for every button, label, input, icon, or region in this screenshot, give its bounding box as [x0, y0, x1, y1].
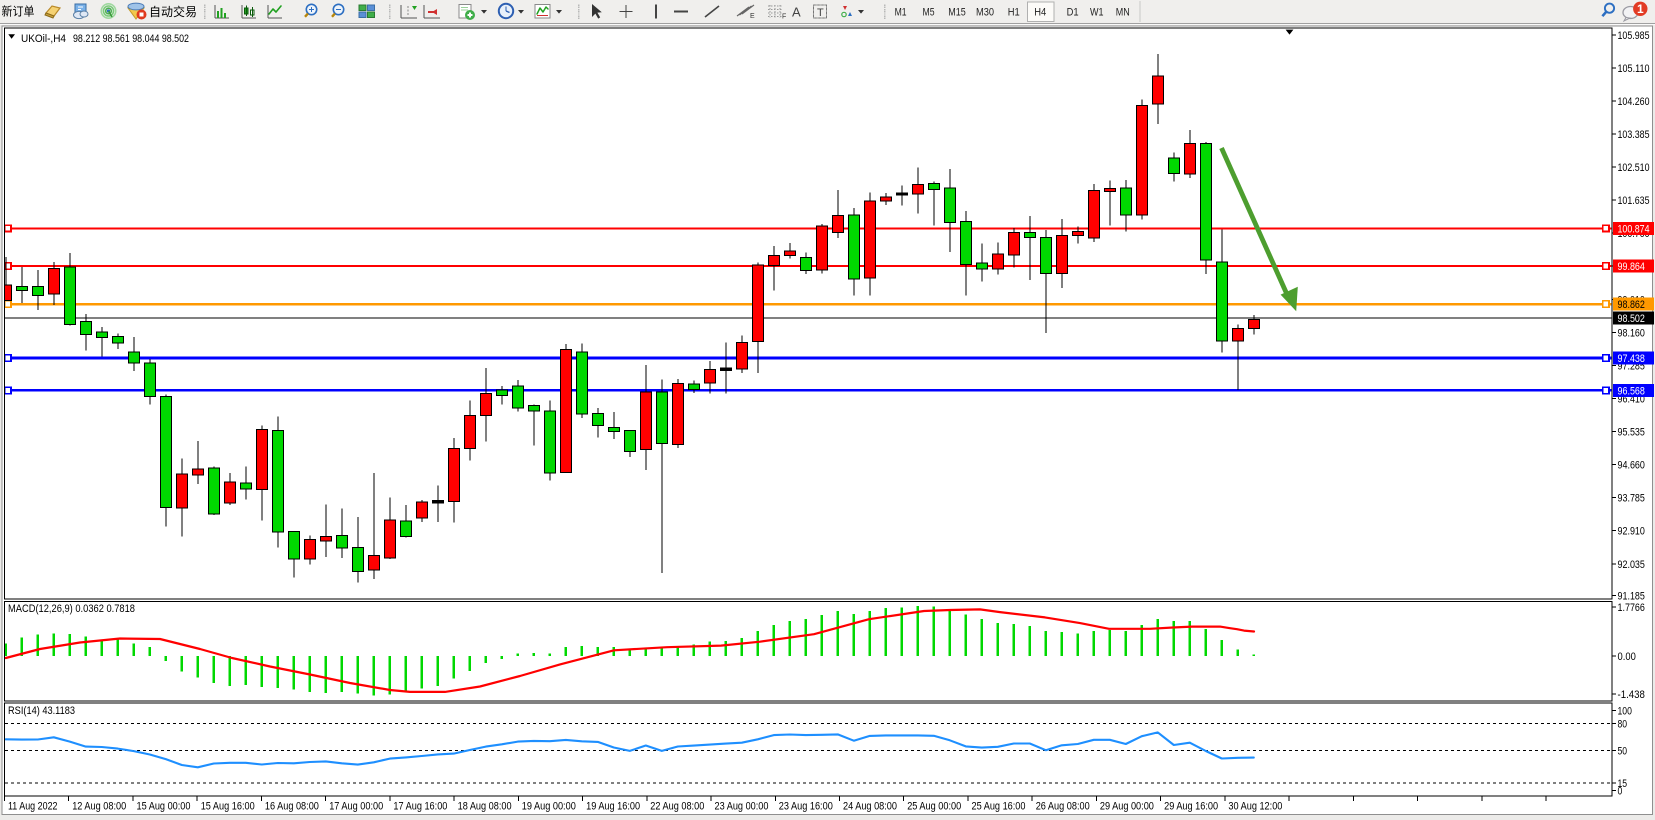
- svg-text:80: 80: [1618, 718, 1628, 730]
- svg-text:15: 15: [1618, 778, 1628, 790]
- svg-text:M5: M5: [923, 6, 935, 18]
- svg-text:24 Aug 08:00: 24 Aug 08:00: [843, 800, 897, 812]
- svg-text:17 Aug 16:00: 17 Aug 16:00: [393, 800, 447, 812]
- svg-text:98.212 98.561 98.044 98.502: 98.212 98.561 98.044 98.502: [73, 33, 189, 45]
- svg-text:M1: M1: [895, 6, 907, 18]
- svg-text:新订单: 新订单: [2, 4, 35, 19]
- svg-text:96.568: 96.568: [1618, 385, 1645, 397]
- svg-text:98.862: 98.862: [1618, 299, 1645, 311]
- svg-text:自动交易: 自动交易: [149, 4, 197, 19]
- svg-text:F: F: [782, 14, 786, 21]
- svg-text:26 Aug 08:00: 26 Aug 08:00: [1036, 800, 1090, 812]
- svg-text:11 Aug 2022: 11 Aug 2022: [8, 800, 58, 812]
- svg-text:95.535: 95.535: [1618, 427, 1645, 439]
- svg-text:15 Aug 00:00: 15 Aug 00:00: [137, 800, 191, 812]
- svg-text:100: 100: [1618, 706, 1632, 718]
- svg-text:-1.438: -1.438: [1618, 689, 1645, 701]
- svg-text:H4: H4: [1034, 6, 1046, 18]
- svg-text:102.510: 102.510: [1618, 162, 1650, 174]
- svg-text:T: T: [817, 7, 824, 19]
- svg-text:17 Aug 00:00: 17 Aug 00:00: [329, 800, 383, 812]
- svg-text:30 Aug 12:00: 30 Aug 12:00: [1228, 800, 1282, 812]
- svg-text:94.660: 94.660: [1618, 460, 1645, 472]
- svg-text:25 Aug 16:00: 25 Aug 16:00: [972, 800, 1026, 812]
- svg-text:50: 50: [1618, 746, 1628, 758]
- svg-text:A: A: [792, 5, 801, 20]
- svg-text:1: 1: [1637, 2, 1644, 16]
- svg-text:MN: MN: [1116, 6, 1130, 18]
- svg-text:W1: W1: [1090, 6, 1104, 18]
- svg-text:91.185: 91.185: [1618, 591, 1645, 603]
- svg-text:0.00: 0.00: [1618, 651, 1636, 663]
- svg-text:12 Aug 08:00: 12 Aug 08:00: [72, 800, 126, 812]
- svg-text:22 Aug 08:00: 22 Aug 08:00: [650, 800, 704, 812]
- svg-text:M15: M15: [948, 6, 966, 18]
- svg-text:23 Aug 16:00: 23 Aug 16:00: [779, 800, 833, 812]
- svg-text:98.160: 98.160: [1618, 327, 1645, 339]
- svg-text:104.260: 104.260: [1618, 96, 1650, 108]
- svg-text:H1: H1: [1008, 6, 1020, 18]
- svg-text:29 Aug 16:00: 29 Aug 16:00: [1164, 800, 1218, 812]
- svg-text:105.110: 105.110: [1618, 63, 1650, 75]
- svg-text:23 Aug 00:00: 23 Aug 00:00: [715, 800, 769, 812]
- svg-text:RSI(14) 43.1183: RSI(14) 43.1183: [8, 705, 75, 717]
- svg-text:105.985: 105.985: [1618, 30, 1650, 42]
- svg-text:18 Aug 08:00: 18 Aug 08:00: [458, 800, 512, 812]
- svg-text:29 Aug 00:00: 29 Aug 00:00: [1100, 800, 1154, 812]
- svg-text:1.7766: 1.7766: [1618, 602, 1645, 614]
- svg-text:E: E: [750, 13, 755, 20]
- svg-text:25 Aug 00:00: 25 Aug 00:00: [907, 800, 961, 812]
- svg-text:15 Aug 16:00: 15 Aug 16:00: [201, 800, 255, 812]
- svg-text:M30: M30: [976, 6, 994, 18]
- svg-text:100.874: 100.874: [1618, 223, 1650, 235]
- svg-text:MACD(12,26,9) 0.0362 0.7818: MACD(12,26,9) 0.0362 0.7818: [8, 603, 135, 615]
- svg-text:98.502: 98.502: [1618, 313, 1645, 325]
- svg-text:19 Aug 00:00: 19 Aug 00:00: [522, 800, 576, 812]
- svg-text:D1: D1: [1067, 6, 1079, 18]
- svg-text:92.910: 92.910: [1618, 526, 1645, 538]
- svg-text:103.385: 103.385: [1618, 129, 1650, 141]
- svg-text:97.438: 97.438: [1618, 353, 1645, 365]
- svg-text:93.785: 93.785: [1618, 493, 1645, 505]
- svg-text:99.864: 99.864: [1618, 261, 1645, 273]
- svg-text:16 Aug 08:00: 16 Aug 08:00: [265, 800, 319, 812]
- svg-text:0: 0: [1618, 786, 1623, 798]
- svg-text:19 Aug 16:00: 19 Aug 16:00: [586, 800, 640, 812]
- svg-text:101.635: 101.635: [1618, 195, 1650, 207]
- svg-text:92.035: 92.035: [1618, 559, 1645, 571]
- svg-text:UKOil-,H4: UKOil-,H4: [21, 33, 66, 45]
